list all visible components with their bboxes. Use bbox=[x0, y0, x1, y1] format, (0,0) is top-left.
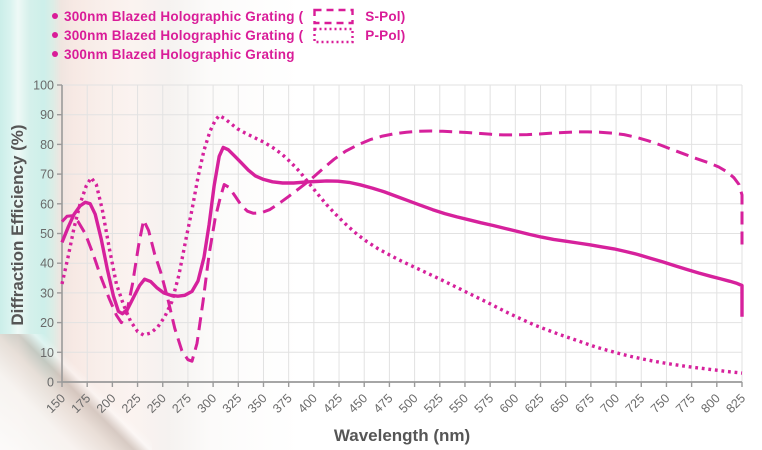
x-tick-label: 675 bbox=[572, 391, 597, 416]
y-tick-label: 0 bbox=[47, 376, 54, 390]
x-tick-label: 150 bbox=[43, 391, 68, 416]
y-tick-label: 30 bbox=[40, 286, 54, 300]
legend-item-2: 300nm Blazed Holographic Grating ( P-Pol… bbox=[52, 26, 405, 44]
legend-line-swatch-dotted-icon bbox=[313, 27, 354, 43]
series-line-dotted bbox=[60, 113, 743, 375]
x-tick-label: 625 bbox=[522, 391, 547, 416]
legend-line-swatch-dashed-icon bbox=[313, 8, 354, 24]
x-tick-label: 225 bbox=[119, 391, 144, 416]
x-tick-label: 175 bbox=[69, 391, 94, 416]
legend-item-label-suffix: S-Pol) bbox=[361, 8, 406, 24]
x-axis-title: Wavelength (nm) bbox=[333, 426, 471, 445]
x-tick-label: 725 bbox=[623, 391, 648, 416]
x-tick-label: 825 bbox=[723, 391, 748, 416]
x-tick-label: 475 bbox=[371, 391, 396, 416]
y-tick-label: 80 bbox=[40, 138, 54, 152]
x-tick-label: 775 bbox=[673, 391, 698, 416]
x-tick-label: 375 bbox=[270, 391, 295, 416]
x-tick-label: 550 bbox=[446, 391, 471, 416]
y-tick-label: 50 bbox=[40, 227, 54, 241]
x-tick-label: 400 bbox=[295, 391, 320, 416]
legend-item-label-suffix: P-Pol) bbox=[361, 27, 406, 43]
x-tick-label: 575 bbox=[472, 391, 497, 416]
x-tick-label: 200 bbox=[94, 391, 119, 416]
legend-bullet-icon bbox=[52, 13, 58, 19]
x-tick-label: 425 bbox=[321, 391, 346, 416]
y-tick-label: 40 bbox=[40, 257, 54, 271]
y-axis-title: Diffraction Efficiency (%) bbox=[8, 124, 27, 326]
x-tick-label: 700 bbox=[598, 391, 623, 416]
y-tick-label: 60 bbox=[40, 197, 54, 211]
x-tick-label: 525 bbox=[421, 391, 446, 416]
x-tick-label: 600 bbox=[497, 391, 522, 416]
x-tick-label: 350 bbox=[245, 391, 270, 416]
x-tick-label: 750 bbox=[648, 391, 673, 416]
legend-item-1: 300nm Blazed Holographic Grating ( S-Pol… bbox=[52, 7, 405, 25]
x-tick-label: 325 bbox=[220, 391, 245, 416]
x-tick-label: 500 bbox=[396, 391, 421, 416]
legend-item-label: 300nm Blazed Holographic Grating ( bbox=[64, 8, 308, 24]
series-line-solid bbox=[60, 145, 744, 317]
x-tick-label: 300 bbox=[195, 391, 220, 416]
y-tick-label: 100 bbox=[33, 79, 54, 93]
legend-bullet-icon bbox=[52, 51, 58, 57]
x-tick-label: 800 bbox=[698, 391, 723, 416]
y-tick-label: 90 bbox=[40, 108, 54, 122]
series-line-dashed bbox=[60, 129, 744, 363]
legend-item-3: 300nm Blazed Holographic Grating bbox=[52, 45, 405, 63]
legend-bullet-icon bbox=[52, 32, 58, 38]
y-tick-label: 10 bbox=[40, 346, 54, 360]
x-tick-label: 275 bbox=[169, 391, 194, 416]
y-tick-label: 20 bbox=[40, 316, 54, 330]
chart-legend: 300nm Blazed Holographic Grating ( S-Pol… bbox=[52, 7, 405, 63]
x-tick-label: 250 bbox=[144, 391, 169, 416]
legend-item-label: 300nm Blazed Holographic Grating ( bbox=[64, 27, 308, 43]
legend-item-label: 300nm Blazed Holographic Grating bbox=[64, 46, 295, 62]
x-tick-label: 650 bbox=[547, 391, 572, 416]
y-tick-label: 70 bbox=[40, 168, 54, 182]
x-tick-label: 450 bbox=[346, 391, 371, 416]
